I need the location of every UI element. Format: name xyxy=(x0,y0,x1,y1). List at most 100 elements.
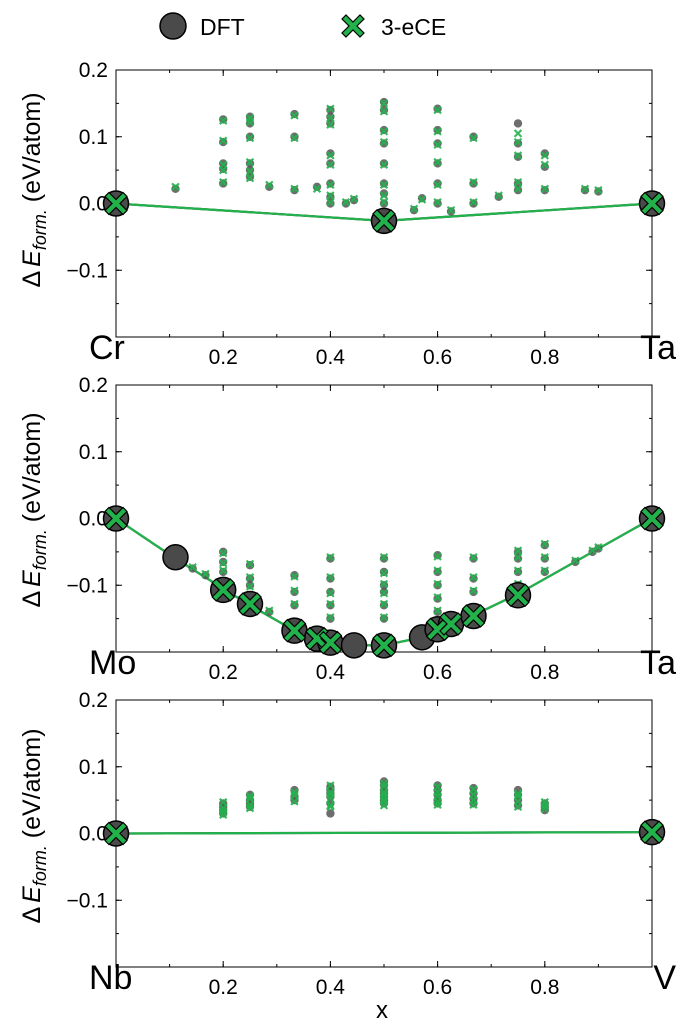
ece-point xyxy=(540,539,549,549)
x-tick-label: 0.4 xyxy=(316,346,346,369)
ece-point xyxy=(513,553,523,562)
x-tick-label: 0.2 xyxy=(209,346,238,369)
ece-point xyxy=(469,177,478,187)
dft-point xyxy=(540,149,549,158)
ece-point xyxy=(245,803,255,813)
ece-point xyxy=(326,573,335,582)
ece-point xyxy=(326,180,335,190)
ece-point xyxy=(290,133,299,143)
ece-ground-state xyxy=(104,191,128,216)
ece-point xyxy=(379,180,389,190)
ece-ground-state xyxy=(104,506,128,531)
ece-point xyxy=(409,204,419,214)
plot-frame xyxy=(115,384,653,653)
ylabel-text: ΔEform. (eV/atom) xyxy=(18,92,50,287)
ece-point xyxy=(219,549,228,558)
ece-ground-state xyxy=(640,506,664,531)
ece-point xyxy=(379,589,389,598)
ece-point xyxy=(513,137,523,147)
dft-point xyxy=(513,119,523,128)
x-tick-label: 0.8 xyxy=(530,661,559,684)
ece-point xyxy=(326,613,335,622)
ece-point xyxy=(513,789,523,798)
ece-point xyxy=(245,117,255,127)
ece-point xyxy=(245,173,255,183)
ece-ground-state xyxy=(640,191,664,216)
ece-ground-state xyxy=(104,821,128,846)
x-tick-label: 0.2 xyxy=(209,976,238,999)
x-tick-label: 0.4 xyxy=(316,976,346,999)
ece-point xyxy=(219,810,228,820)
ece-point xyxy=(245,167,255,176)
ece-point xyxy=(245,573,255,582)
y-tick-label: 0.2 xyxy=(79,59,108,82)
x-tick-label: 0.8 xyxy=(530,346,559,369)
ece-point xyxy=(245,133,255,143)
ece-ground-state xyxy=(282,618,307,643)
ece-point xyxy=(417,195,427,204)
y-tick-label: 0.1 xyxy=(79,756,108,779)
ece-point xyxy=(513,177,523,187)
y-tick-label: −0.1 xyxy=(67,259,108,282)
ece-point xyxy=(513,184,523,194)
ece-point xyxy=(571,556,580,565)
ece-point xyxy=(379,787,389,797)
ece-point xyxy=(469,586,478,595)
panel-cr-ta: 0.2 0.1 0.0 −0.1 0.2 0.4 0.6 0.8 Cr Ta xyxy=(67,59,677,369)
ece-point xyxy=(379,579,389,589)
dft-point xyxy=(171,184,180,194)
ece-point xyxy=(433,140,442,149)
ece-point xyxy=(349,194,359,204)
ece-point xyxy=(188,563,197,572)
ylabel-text: ΔEform. (eV/atom) xyxy=(18,728,50,923)
ece-point xyxy=(594,543,603,552)
ylabel-1: ΔEform. (eV/atom) xyxy=(18,412,50,607)
ece-point xyxy=(265,180,274,190)
ece-point xyxy=(540,151,549,160)
dft-point xyxy=(312,182,322,192)
ece-point xyxy=(326,151,335,160)
ece-point xyxy=(379,160,389,169)
ece-point xyxy=(326,599,335,609)
ece-point xyxy=(290,111,299,120)
ece-ground-state xyxy=(461,604,486,628)
ece-point xyxy=(379,137,389,147)
ece-point xyxy=(171,182,180,192)
x-tick-label: 0.8 xyxy=(530,976,559,999)
x-tick-label: 0.4 xyxy=(316,661,346,684)
ece-point xyxy=(580,184,590,194)
ece-point xyxy=(290,791,299,800)
ece-point xyxy=(245,794,255,803)
legend-dft-marker xyxy=(159,12,187,40)
ece-point xyxy=(469,133,478,143)
ece-ground-state xyxy=(318,630,343,655)
ece-point xyxy=(245,582,255,591)
y-tick-label: 0.0 xyxy=(79,508,108,531)
ece-ground-state xyxy=(372,633,396,658)
left-element-label: Cr xyxy=(89,329,125,367)
ece-point xyxy=(379,197,389,207)
ece-point xyxy=(219,116,228,125)
ece-point xyxy=(290,586,299,595)
panel-mo-ta: 0.2 0.1 0.0 −0.1 0.2 0.4 0.6 0.8 Mo Ta xyxy=(67,374,677,684)
ece-point xyxy=(379,801,389,810)
ece-point xyxy=(379,794,389,803)
ece-point xyxy=(433,127,442,136)
y-tick-label: −0.1 xyxy=(67,574,108,597)
dft-point xyxy=(326,809,335,818)
ece-point xyxy=(326,120,335,129)
ece-point xyxy=(219,797,228,807)
ylabel-text: ΔEform. (eV/atom) xyxy=(18,412,50,607)
ece-point xyxy=(245,791,255,801)
ylabel-2: ΔEform. (eV/atom) xyxy=(18,728,50,923)
ece-point xyxy=(433,552,442,561)
ece-point xyxy=(513,546,523,555)
ece-point xyxy=(326,191,335,200)
dft-point xyxy=(326,149,335,158)
ece-point xyxy=(494,191,503,200)
dft-point xyxy=(540,162,549,171)
ece-point xyxy=(326,787,335,797)
ece-point xyxy=(513,151,523,160)
y-tick-label: 0.1 xyxy=(79,441,108,464)
